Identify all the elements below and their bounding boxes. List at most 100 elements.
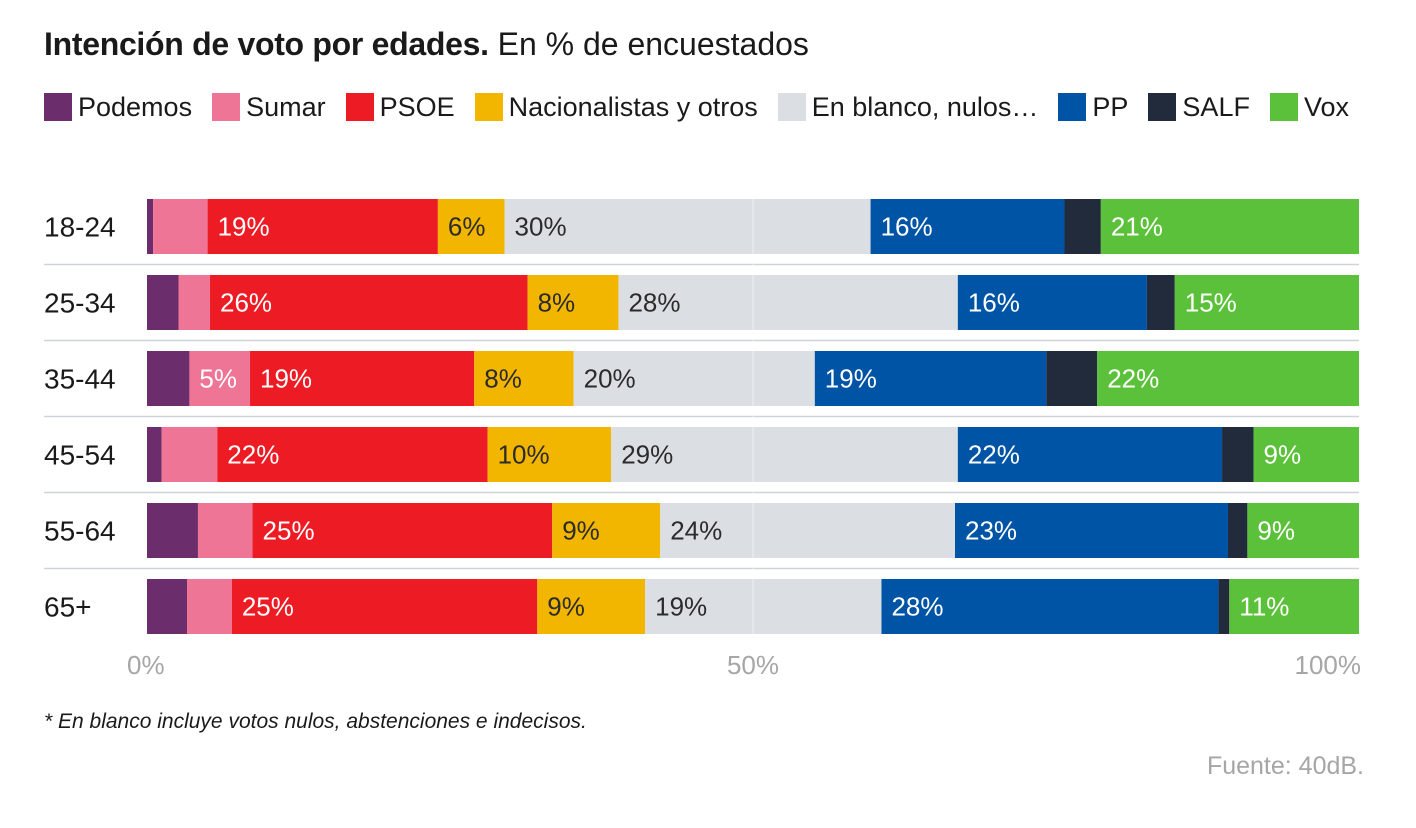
- legend-item-psoe: PSOE: [345, 91, 455, 122]
- data-label: 25%: [242, 592, 294, 622]
- data-label: 16%: [968, 288, 1020, 318]
- bar-podemos-18-24: [147, 199, 154, 254]
- legend-item-nacionalistas-y-otros: Nacionalistas y otros: [474, 91, 758, 122]
- bar-nacionalistas-y-otros-55-64: [552, 503, 661, 558]
- legend-swatch: [474, 93, 503, 121]
- legend-item-salf: SALF: [1148, 92, 1250, 122]
- data-label: 20%: [584, 364, 636, 394]
- data-label: 9%: [1257, 516, 1295, 546]
- bar-nacionalistas-y-otros-65: [537, 579, 646, 634]
- bar-salf-25-34: [1146, 275, 1175, 330]
- chart-title: Intención de voto por edades.: [44, 26, 489, 62]
- bar-pp-18-24: [870, 199, 1065, 254]
- bar-podemos-25-34: [147, 275, 179, 330]
- bar-nacionalistas-y-otros-35-44: [474, 351, 574, 406]
- bar-podemos-35-44: [147, 351, 190, 406]
- bar-podemos-55-64: [147, 503, 198, 558]
- x-tick-label: 100%: [1295, 650, 1362, 680]
- x-tick-label: 50%: [727, 650, 779, 680]
- bar-vox-55-64: [1247, 503, 1359, 558]
- stacked-bar-chart: 18-24 19% 6% 30% 16% 21% 25-34 26% 8% 28% 16% 15% 35…: [44, 199, 1362, 680]
- legend-swatch: [212, 93, 241, 121]
- legend-label: En blanco, nulos…: [811, 91, 1039, 122]
- bar-salf-35-44: [1046, 351, 1098, 406]
- legend: Podemos Sumar PSOE Nacionalistas y otros En …: [44, 92, 1384, 122]
- bar-podemos-45-54: [147, 427, 162, 482]
- bar-sumar-65: [186, 579, 232, 634]
- bar-salf-18-24: [1064, 199, 1101, 254]
- category-label: 65+: [44, 592, 92, 623]
- bar-en-blanco-nulos-35-44: [573, 351, 815, 406]
- data-label: 22%: [1107, 364, 1159, 394]
- chart-subtitle: En % de encuestados: [497, 26, 809, 62]
- footnote: * En blanco incluye votos nulos, abstenc…: [44, 710, 587, 733]
- bar-vox-45-54: [1253, 427, 1359, 482]
- legend-swatch: [777, 93, 806, 121]
- data-label: 9%: [1264, 440, 1302, 470]
- bar-psoe-45-54: [217, 427, 488, 482]
- bar-pp-65: [881, 579, 1219, 634]
- legend-swatch: [44, 93, 72, 121]
- bar-pp-45-54: [957, 427, 1223, 482]
- data-label: 30%: [515, 212, 567, 242]
- data-label: 22%: [227, 440, 279, 470]
- bar-nacionalistas-y-otros-45-54: [487, 427, 612, 482]
- data-label: 21%: [1111, 212, 1163, 242]
- bar-vox-35-44: [1097, 351, 1359, 406]
- category-label: 35-44: [44, 364, 116, 395]
- legend-swatch: [345, 93, 374, 121]
- legend-item-pp: PP: [1058, 92, 1128, 122]
- bar-nacionalistas-y-otros-18-24: [437, 199, 505, 254]
- data-label: 19%: [260, 364, 312, 394]
- bar-sumar-55-64: [197, 503, 253, 558]
- legend-label: PSOE: [379, 91, 455, 122]
- data-label: 19%: [825, 364, 877, 394]
- bar-en-blanco-nulos-65: [645, 579, 882, 634]
- bar-sumar-18-24: [153, 199, 208, 254]
- bar-sumar-35-44: [189, 351, 251, 406]
- category-label: 25-34: [44, 288, 116, 319]
- legend-item-vox: Vox: [1269, 91, 1349, 122]
- bar-psoe-55-64: [252, 503, 553, 558]
- legend-label: Nacionalistas y otros: [508, 91, 758, 122]
- bar-psoe-35-44: [250, 351, 475, 406]
- legend-label: Vox: [1303, 91, 1349, 122]
- bar-en-blanco-nulos-55-64: [660, 503, 955, 558]
- data-label: 5%: [199, 364, 237, 394]
- data-label: 28%: [891, 592, 943, 622]
- data-label: 8%: [484, 364, 522, 394]
- bar-en-blanco-nulos-25-34: [618, 275, 958, 330]
- data-label: 28%: [628, 288, 680, 318]
- bar-sumar-25-34: [178, 275, 211, 330]
- legend-item-en-blanco-nulos: En blanco, nulos…: [777, 91, 1039, 122]
- data-label: 6%: [448, 212, 486, 242]
- bar-vox-65: [1229, 579, 1359, 634]
- bar-salf-55-64: [1227, 503, 1248, 558]
- source-note: Fuente: 40dB.: [1206, 752, 1364, 780]
- bar-psoe-25-34: [210, 275, 528, 330]
- data-label: 9%: [547, 592, 585, 622]
- legend-label: PP: [1092, 91, 1129, 122]
- bar-vox-25-34: [1174, 275, 1359, 330]
- data-label: 9%: [562, 516, 600, 546]
- data-label: 26%: [220, 288, 272, 318]
- data-label: 23%: [965, 516, 1017, 546]
- legend-label: SALF: [1182, 91, 1250, 122]
- bar-pp-25-34: [957, 275, 1147, 330]
- bar-pp-35-44: [814, 351, 1047, 406]
- bar-pp-55-64: [955, 503, 1228, 558]
- data-label: 16%: [881, 212, 933, 242]
- bar-en-blanco-nulos-45-54: [611, 427, 958, 482]
- data-label: 19%: [218, 212, 270, 242]
- legend-item-sumar: Sumar: [212, 92, 326, 122]
- legend-label: Podemos: [78, 91, 193, 122]
- data-label: 10%: [498, 440, 550, 470]
- chart-title-row: Intención de voto por edades. En % de en…: [44, 26, 809, 63]
- data-label: 22%: [968, 440, 1020, 470]
- x-tick-label: 0%: [127, 650, 165, 680]
- bar-psoe-18-24: [207, 199, 438, 254]
- bar-vox-18-24: [1100, 199, 1359, 254]
- data-label: 11%: [1239, 592, 1289, 622]
- bar-psoe-65: [231, 579, 538, 634]
- category-label: 55-64: [44, 516, 116, 547]
